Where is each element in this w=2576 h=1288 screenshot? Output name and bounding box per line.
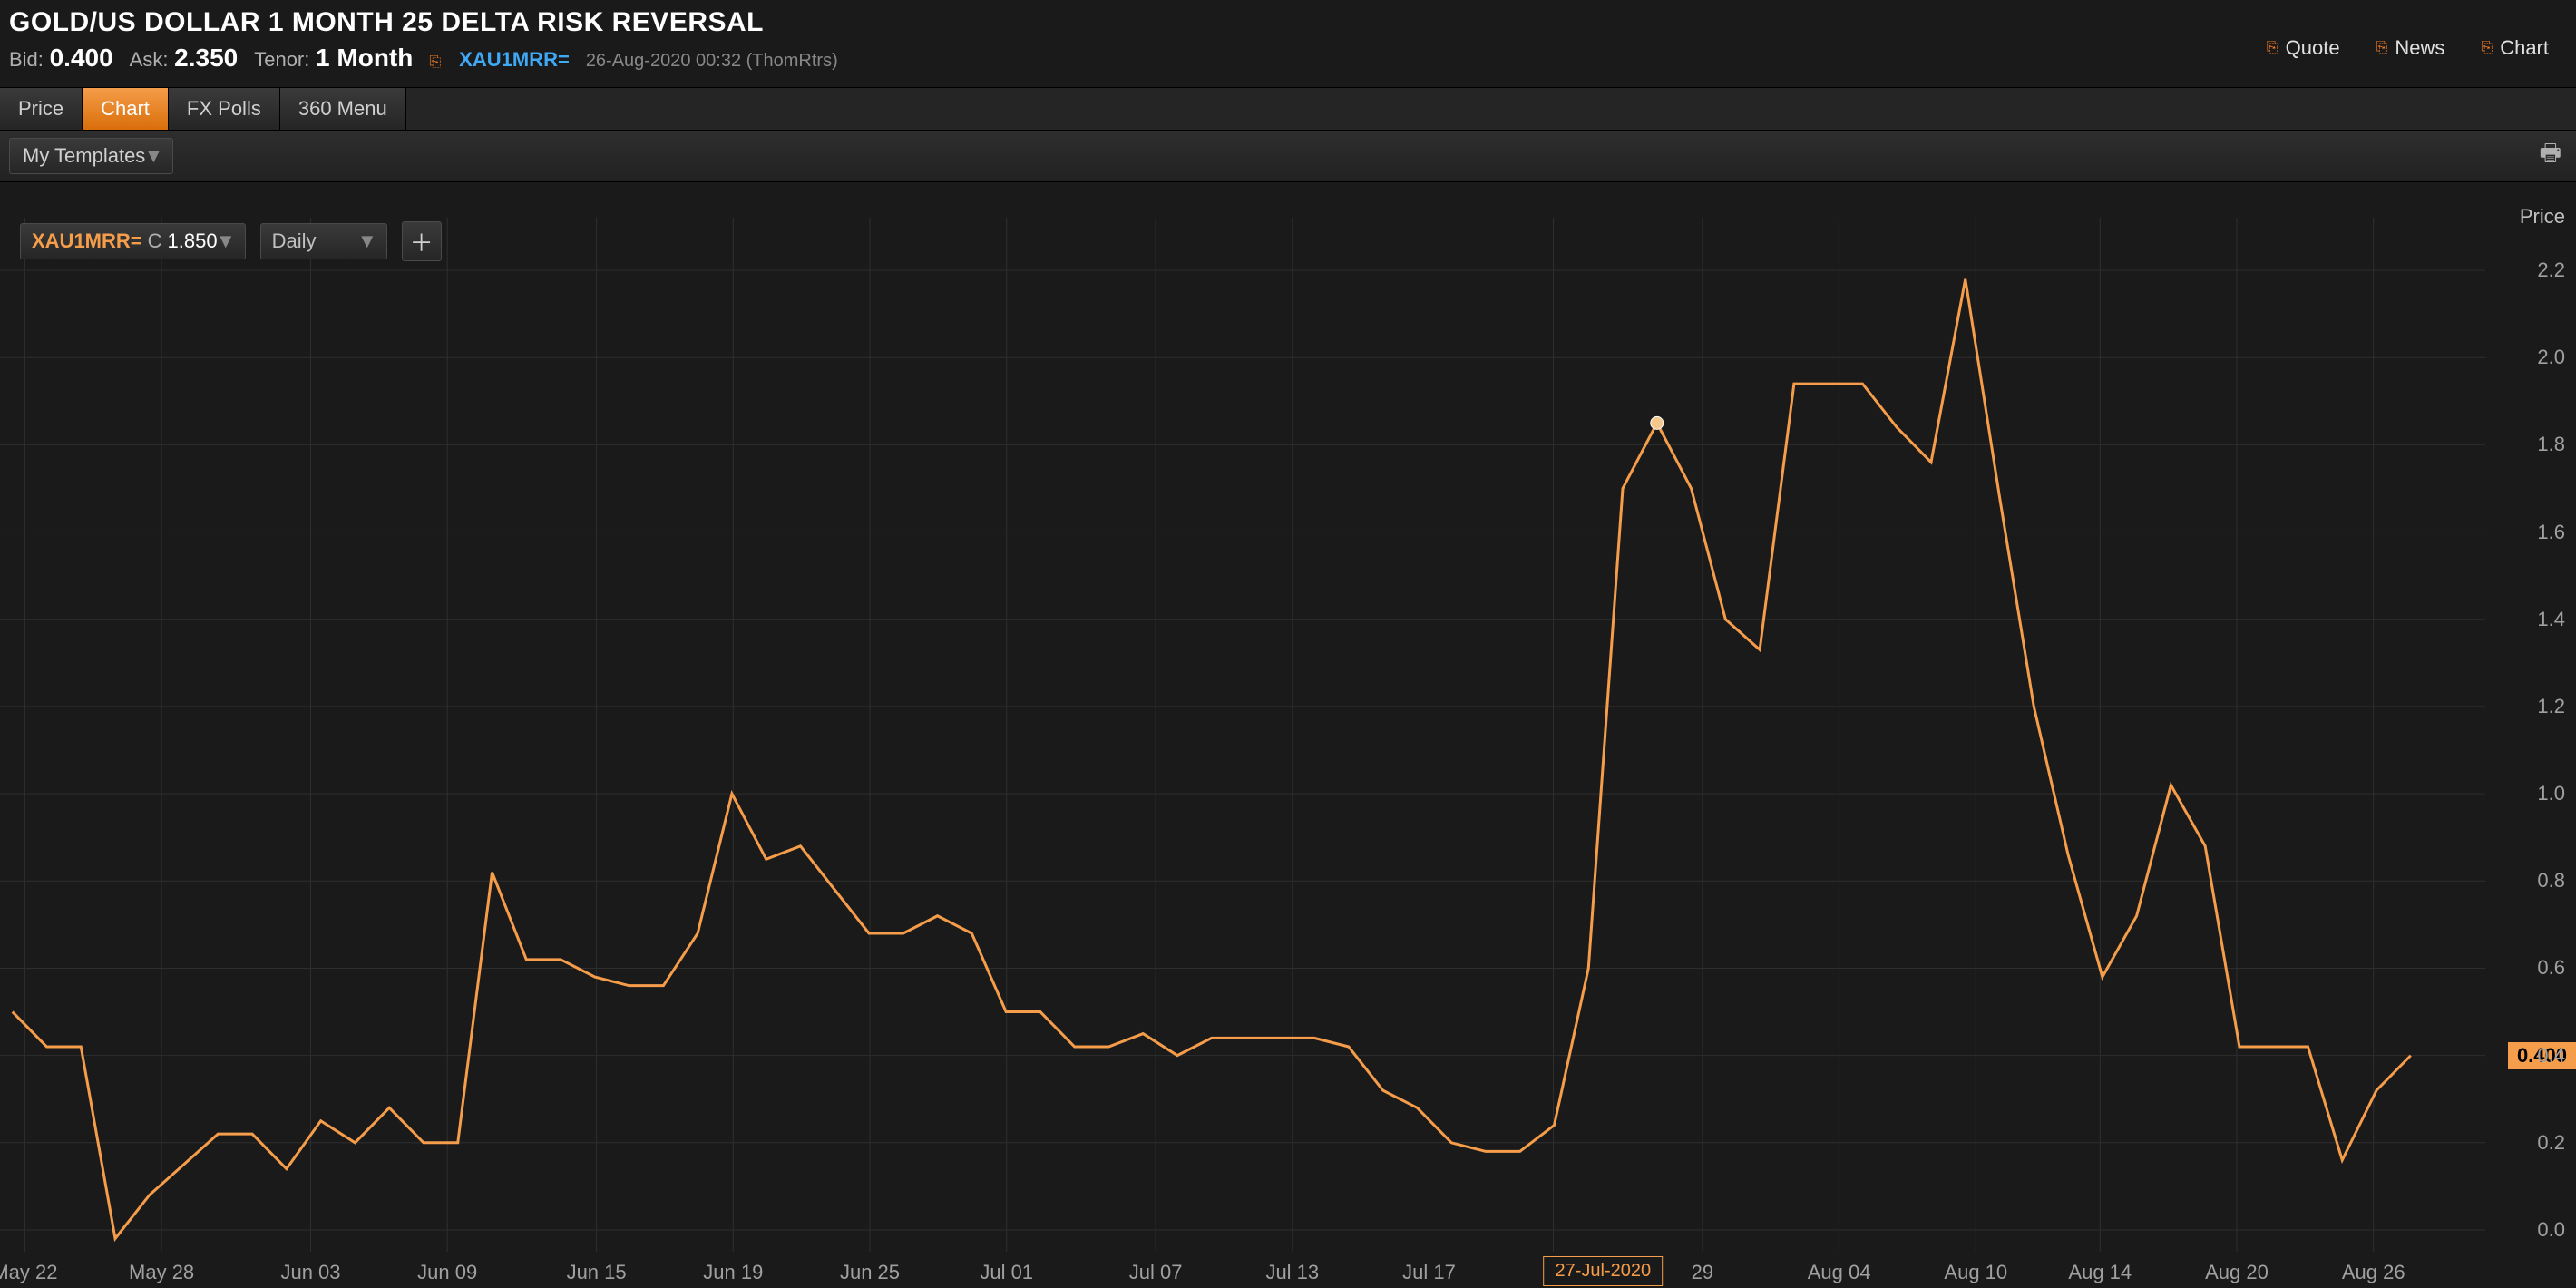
x-tick-label: Jul 17 xyxy=(1402,1261,1456,1284)
x-tick-label: Jun 15 xyxy=(567,1261,627,1284)
y-tick-label: 1.2 xyxy=(2537,695,2565,718)
y-tick-label: 0.0 xyxy=(2537,1218,2565,1242)
y-tick-label: 0.4 xyxy=(2537,1044,2565,1068)
timestamp: 26-Aug-2020 00:32 (ThomRtrs) xyxy=(586,51,838,72)
link-icon: ⎘ xyxy=(2267,40,2278,56)
bid-value: 0.400 xyxy=(50,44,113,72)
x-tick-label: Jun 03 xyxy=(280,1261,340,1284)
x-tick-label: Aug 20 xyxy=(2205,1261,2269,1284)
x-tick-label: Aug 10 xyxy=(1944,1261,2007,1284)
x-tick-label: Jun 19 xyxy=(703,1261,763,1284)
tab-bar: PriceChartFX Polls360 Menu xyxy=(0,87,2576,131)
series-field-value: 1.850 xyxy=(168,229,218,253)
link-icon: ⎘ xyxy=(2376,40,2388,56)
tab-fx-polls[interactable]: FX Polls xyxy=(169,88,280,130)
chart-svg xyxy=(0,201,2576,1288)
y-tick-label: 1.4 xyxy=(2537,608,2565,631)
y-tick-label: 1.0 xyxy=(2537,782,2565,805)
tab-360-menu[interactable]: 360 Menu xyxy=(280,88,406,130)
quote-info-row: Bid: 0.400 Ask: 2.350 Tenor: 1 Month ⎘ X… xyxy=(9,44,2567,73)
x-tick-label: Aug 04 xyxy=(1808,1261,1871,1284)
x-tick-label: May 22 xyxy=(0,1261,57,1284)
x-tick-label: Jul 01 xyxy=(980,1261,1033,1284)
chart-area[interactable]: Price 0.400 27-Jul-2020 0.00.20.40.60.81… xyxy=(0,201,2576,1288)
tab-price[interactable]: Price xyxy=(0,88,83,130)
tenor-label: Tenor: xyxy=(254,48,309,71)
ask-value: 2.350 xyxy=(174,44,238,72)
chart-link[interactable]: ⎘Chart xyxy=(2481,36,2549,60)
series-controls: XAU1MRR= C 1.850 ▼ Daily▼ ＋ xyxy=(9,212,453,270)
bid-label: Bid: xyxy=(9,48,44,71)
tab-chart[interactable]: Chart xyxy=(83,88,169,130)
y-tick-label: 2.0 xyxy=(2537,346,2565,369)
news-link[interactable]: ⎘News xyxy=(2376,36,2445,60)
ask-label: Ask: xyxy=(130,48,169,71)
y-tick-label: 0.6 xyxy=(2537,956,2565,980)
chevron-down-icon: ▼ xyxy=(357,229,377,253)
quote-link[interactable]: ⎘Quote xyxy=(2267,36,2340,60)
series-field-label: C xyxy=(148,229,162,253)
ticker-link[interactable]: XAU1MRR= xyxy=(459,48,570,72)
page-title: GOLD/US DOLLAR 1 MONTH 25 DELTA RISK REV… xyxy=(9,7,2567,38)
x-tick-label: Jul 13 xyxy=(1265,1261,1319,1284)
y-tick-label: 0.2 xyxy=(2537,1131,2565,1155)
date-callout: 27-Jul-2020 xyxy=(1543,1256,1663,1286)
interval-dropdown[interactable]: Daily▼ xyxy=(260,223,387,259)
x-tick-label: Jul 07 xyxy=(1129,1261,1183,1284)
x-tick-label: Jun 09 xyxy=(417,1261,477,1284)
chevron-down-icon: ▼ xyxy=(144,144,164,168)
x-tick-label: 29 xyxy=(1692,1261,1713,1284)
y-axis-title: Price xyxy=(2520,205,2565,229)
print-icon[interactable]: 🖶 xyxy=(2539,136,2561,176)
y-tick-label: 1.6 xyxy=(2537,521,2565,544)
series-chip[interactable]: XAU1MRR= C 1.850 ▼ xyxy=(20,223,246,259)
tenor-value: 1 Month xyxy=(316,44,413,72)
x-tick-label: Jun 25 xyxy=(840,1261,900,1284)
link-icon: ⎘ xyxy=(429,54,441,71)
link-icon: ⎘ xyxy=(2481,40,2493,56)
add-series-button[interactable]: ＋ xyxy=(402,221,442,261)
x-tick-label: Aug 26 xyxy=(2342,1261,2405,1284)
x-tick-label: May 28 xyxy=(129,1261,194,1284)
series-ticker: XAU1MRR= xyxy=(32,229,142,253)
y-tick-label: 0.8 xyxy=(2537,869,2565,893)
x-tick-label: Aug 14 xyxy=(2068,1261,2132,1284)
y-tick-label: 1.8 xyxy=(2537,433,2565,456)
toolbar: My Templates▼ 🖶 xyxy=(0,131,2576,182)
chevron-down-icon: ▼ xyxy=(216,229,236,253)
y-tick-label: 2.2 xyxy=(2537,259,2565,282)
templates-dropdown[interactable]: My Templates▼ xyxy=(9,138,173,174)
